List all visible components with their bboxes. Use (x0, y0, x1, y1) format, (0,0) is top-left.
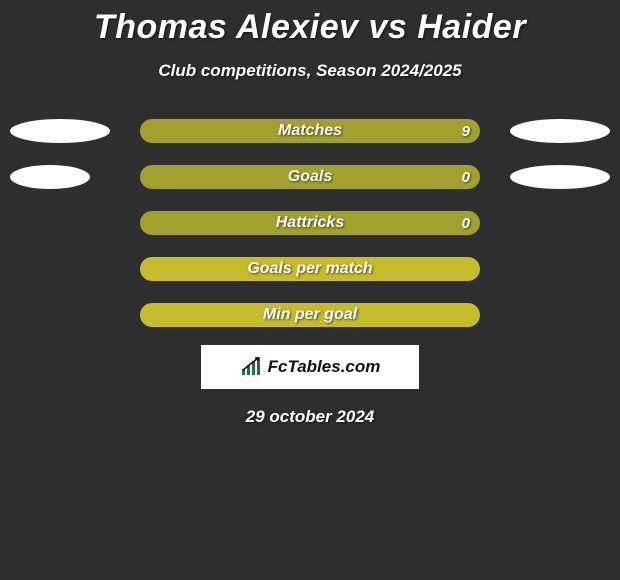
chart-icon (240, 357, 264, 377)
page-title: Thomas Alexiev vs Haider (0, 0, 620, 47)
row-goals: Goals 0 (0, 165, 620, 189)
stat-value: 9 (462, 123, 470, 140)
stat-bar: Matches 9 (140, 119, 480, 143)
brand-watermark: FcTables.com (201, 345, 419, 389)
brand-prefix: Fc (268, 357, 288, 376)
brand-inner: FcTables.com (240, 357, 381, 377)
ellipse-left (10, 119, 110, 143)
row-matches: Matches 9 (0, 119, 620, 143)
stat-label: Goals per match (247, 260, 372, 278)
row-hattricks: Hattricks 0 (0, 211, 620, 235)
stat-value: 0 (462, 169, 470, 186)
stat-bar: Goals 0 (140, 165, 480, 189)
ellipse-right (510, 119, 610, 143)
stat-label: Hattricks (276, 214, 344, 232)
row-min-per-goal: Min per goal (0, 303, 620, 327)
ellipse-right (510, 165, 610, 189)
ellipse-left (10, 165, 90, 189)
stat-bar: Min per goal (140, 303, 480, 327)
date-line: 29 october 2024 (0, 407, 620, 427)
stat-value: 0 (462, 215, 470, 232)
subtitle: Club competitions, Season 2024/2025 (0, 61, 620, 81)
brand-text: FcTables.com (268, 357, 381, 377)
stat-bar: Hattricks 0 (140, 211, 480, 235)
stat-label: Min per goal (263, 306, 357, 324)
stat-label: Matches (278, 122, 342, 140)
row-goals-per-match: Goals per match (0, 257, 620, 281)
stat-bar: Goals per match (140, 257, 480, 281)
stat-rows: Matches 9 Goals 0 Hattricks 0 Goals per … (0, 119, 620, 327)
stat-label: Goals (288, 168, 332, 186)
brand-suffix: Tables.com (287, 357, 380, 376)
